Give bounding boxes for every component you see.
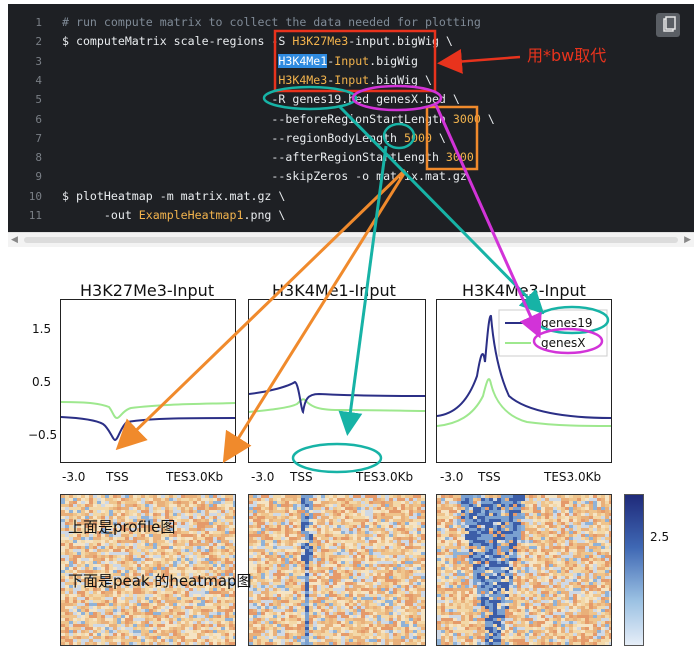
- teal-ellipse-genes19: [262, 85, 358, 111]
- copy-button[interactable]: [656, 13, 680, 37]
- x-tick-tss-2: TSS: [290, 470, 313, 484]
- colorbar-tick: 2.5: [650, 530, 670, 544]
- code-line: H3K4Me1-Input.bigWig: [278, 53, 419, 68]
- heatmap-canvas-2: [249, 495, 425, 645]
- legend-label-genes19: genes19: [541, 316, 593, 330]
- code-line: H3K4Me3-Input.bigWig \: [278, 72, 432, 87]
- x-tick-tes-1: TES3.0Kb: [166, 470, 224, 484]
- legend-box: [498, 309, 608, 357]
- magenta-arrow: [434, 104, 542, 339]
- x-tick-tss-1: TSS: [106, 470, 129, 484]
- profile-curves-1: [60, 401, 236, 442]
- panel-title-h3k27me3: H3K27Me3-Input: [80, 281, 215, 300]
- x-tick-start-2: -3.0: [251, 470, 275, 484]
- teal-arrow-legend: [338, 105, 545, 315]
- line-number: 9: [35, 170, 42, 184]
- code-line: -out ExampleHeatmap1.png \: [62, 208, 286, 222]
- heatmap-h3k4me1: [248, 494, 426, 646]
- red-box-bigwig: [273, 29, 437, 93]
- legend-label-genesx: genesX: [541, 336, 585, 350]
- orange-arrow-1: [115, 168, 407, 451]
- horizontal-scrollbar[interactable]: ◀ ▶: [8, 232, 694, 247]
- code-line: # run compute matrix to collect the data…: [62, 15, 481, 29]
- line-number: 8: [35, 151, 42, 165]
- scroll-right-arrow[interactable]: ▶: [684, 235, 691, 245]
- code-line: $ plotHeatmap -m matrix.mat.gz \: [62, 188, 286, 203]
- note-profile: 上面是profile图: [68, 518, 176, 536]
- teal-arrow-region: [338, 145, 388, 436]
- red-arrow: [437, 49, 521, 74]
- teal-ellipse-5000: [382, 122, 416, 150]
- y-tick-neg-0-5: −0.5: [28, 428, 58, 442]
- code-block: 1 2 3 4 5 6 7 8 9 10 11 # run compute matrix to co…: [8, 4, 694, 232]
- line-number: 1: [35, 16, 42, 29]
- code-line: $ computeMatrix scale-regions -S H3K27Me…: [62, 34, 453, 49]
- colorbar: [624, 494, 644, 646]
- x-tick-tss-3: TSS: [478, 470, 501, 484]
- copy-icon: [663, 16, 676, 32]
- teal-ellipse-region: [291, 442, 383, 474]
- profile-curves-3: genes19 genesX: [436, 309, 612, 427]
- x-tick-start-1: -3.0: [62, 470, 86, 484]
- line-number: 7: [35, 131, 42, 145]
- y-tick-0-5: 0.5: [32, 375, 52, 389]
- code-line: --beforeRegionStartLength 3000 \: [62, 111, 495, 126]
- profile-plot-h3k27me3: [60, 299, 236, 463]
- scroll-left-arrow[interactable]: ◀: [11, 235, 18, 245]
- line-number: 2: [35, 35, 42, 49]
- annotation-note: 用*bw取代: [527, 46, 607, 65]
- x-tick-tes-3: TES3.0Kb: [544, 470, 602, 484]
- line-number: 10: [28, 189, 42, 203]
- heatmap-canvas-1: [61, 495, 235, 645]
- line-number: 6: [35, 112, 42, 126]
- magenta-ellipse-legend: [532, 327, 604, 355]
- heatmap-h3k27me3: [60, 494, 236, 646]
- profile-plot-h3k4me1: [248, 299, 426, 463]
- magenta-ellipse-genesx: [351, 84, 443, 112]
- x-tick-tes-2: TES3.0Kb: [356, 470, 414, 484]
- line-number-gutter: 1 2 3 4 5 6 7 8 9 10 11: [8, 4, 48, 232]
- heatmap-canvas-3: [437, 495, 611, 645]
- line-number: 11: [28, 209, 42, 222]
- line-number: 3: [35, 54, 42, 68]
- profile-curves-2: [248, 380, 426, 415]
- line-number: 4: [35, 73, 42, 87]
- orange-box-lengths: [425, 105, 479, 171]
- y-tick-1-5: 1.5: [32, 322, 52, 336]
- line-number: 5: [35, 93, 42, 107]
- heatmap-h3k4me3: [436, 494, 612, 646]
- scrollbar-thumb[interactable]: [24, 237, 678, 243]
- x-tick-start-3: -3.0: [440, 470, 464, 484]
- note-heatmap: 下面是peak 的heatmap图: [68, 572, 252, 590]
